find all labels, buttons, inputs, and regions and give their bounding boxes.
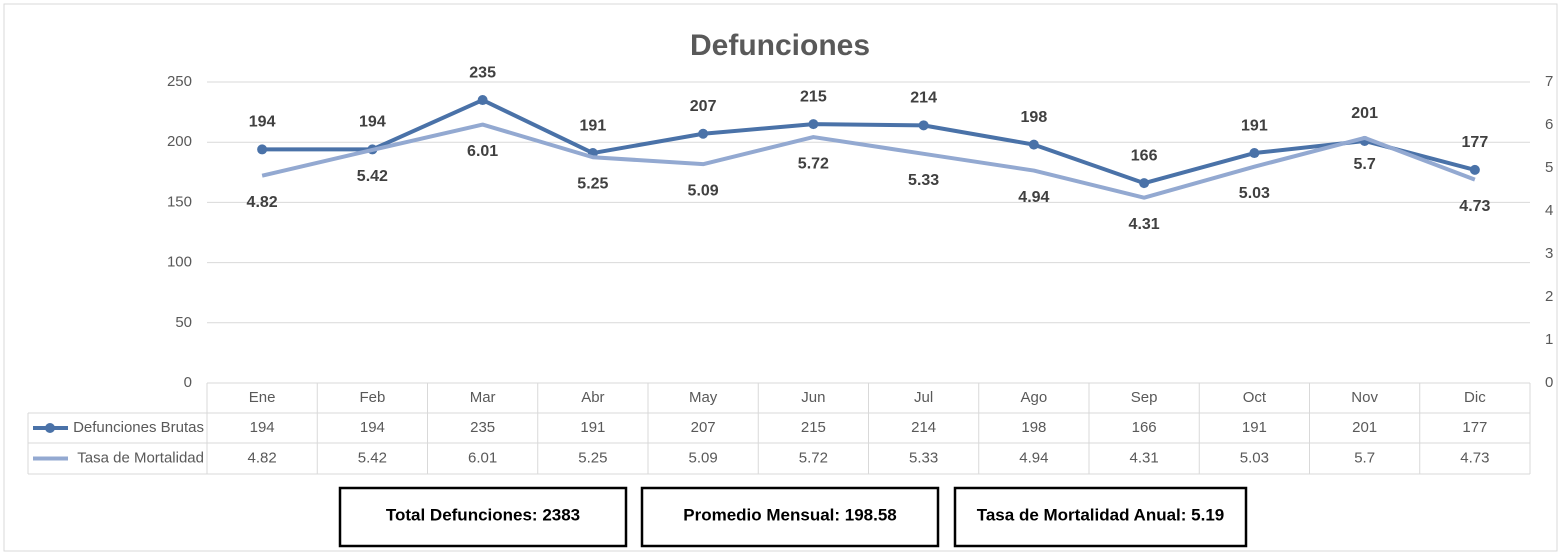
x-tick-label: Feb [359,389,385,406]
table-cell: 4.82 [248,449,277,466]
table-cell: 6.01 [468,449,497,466]
data-label: 4.94 [1018,189,1049,206]
table-cell: 5.7 [1354,449,1375,466]
table-cell: 4.73 [1460,449,1489,466]
y2-tick-label: 5 [1545,159,1553,176]
y-tick-label: 50 [175,314,192,331]
data-label: 6.01 [467,143,498,160]
table-cell: 5.09 [689,449,718,466]
table-cell: 5.25 [578,449,607,466]
data-label: 198 [1021,109,1048,126]
table-cell: 4.94 [1019,449,1048,466]
table-cell: 191 [1242,419,1267,436]
x-tick-label: Ago [1021,389,1048,406]
data-label: 214 [910,90,937,107]
data-label: 5.25 [577,175,608,192]
data-label: 177 [1462,134,1489,151]
x-tick-label: Nov [1351,389,1378,406]
table-cell: 214 [911,419,936,436]
y2-tick-label: 2 [1545,288,1553,305]
x-tick-label: Oct [1243,389,1267,406]
x-tick-label: Abr [581,389,604,406]
data-label: 215 [800,88,827,105]
chart-border [3,3,1558,552]
chart-title: Defunciones [690,29,870,62]
y-tick-label: 100 [167,254,192,271]
marker [808,119,819,130]
data-label: 207 [690,98,717,115]
data-label: 191 [580,117,607,134]
data-label: 5.42 [357,168,388,185]
marker [477,95,488,106]
y2-tick-label: 1 [1545,331,1553,348]
marker [1139,178,1150,189]
data-label: 5.7 [1354,156,1376,173]
table-cell: 5.42 [358,449,387,466]
table-cell: 5.03 [1240,449,1269,466]
marker [1249,148,1260,159]
summary-box [953,486,1248,548]
marker [918,120,929,131]
data-label: 4.82 [247,194,278,211]
table-cell: 177 [1462,419,1487,436]
summary-box [338,486,628,548]
data-label: 194 [359,114,386,131]
y2-tick-label: 3 [1545,245,1553,262]
x-tick-label: Jun [801,389,825,406]
data-label: 4.73 [1459,198,1490,215]
data-label: 194 [249,114,276,131]
table-cell: 201 [1352,419,1377,436]
data-label: 5.72 [798,155,829,172]
y2-tick-label: 6 [1545,116,1553,133]
marker [1028,139,1039,150]
legend-marker [45,423,55,433]
data-label: 191 [1241,117,1268,134]
table-cell: 207 [691,419,716,436]
series-line [262,98,1476,186]
data-label: 5.03 [1239,185,1270,202]
table-cell: 166 [1132,419,1157,436]
series-line [261,122,1476,200]
table-cell: 235 [470,419,495,436]
table-cell: 4.31 [1130,449,1159,466]
legend-label: Defunciones Brutas [73,419,204,436]
y-tick-label: 200 [167,133,192,150]
x-tick-label: Jul [914,389,933,406]
data-label: 5.09 [688,182,719,199]
x-tick-label: May [689,389,718,406]
table-cell: 194 [250,419,275,436]
marker [1469,164,1480,175]
y2-tick-label: 0 [1545,374,1553,391]
table-cell: 198 [1021,419,1046,436]
x-tick-label: Mar [470,389,496,406]
summary-text: Tasa de Mortalidad Anual: 5.19 [977,505,1225,524]
summary-box [640,486,940,548]
x-tick-label: Dic [1464,389,1486,406]
table-cell: 194 [360,419,385,436]
x-tick-label: Ene [249,389,276,406]
data-label: 166 [1131,147,1158,164]
y2-tick-label: 4 [1545,202,1553,219]
table-cell: 5.72 [799,449,828,466]
table-cell: 191 [580,419,605,436]
y-tick-label: 250 [167,73,192,90]
marker [698,128,709,139]
table-cell: 215 [801,419,826,436]
legend-label: Tasa de Mortalidad [77,449,204,466]
data-label: 201 [1351,105,1378,122]
data-label: 5.33 [908,172,939,189]
table-cell: 5.33 [909,449,938,466]
data-label: 235 [469,64,496,81]
x-tick-label: Sep [1131,389,1158,406]
y2-tick-label: 7 [1545,73,1553,90]
y-tick-label: 150 [167,193,192,210]
summary-text: Promedio Mensual: 198.58 [683,505,897,524]
marker [257,144,268,155]
data-label: 4.31 [1129,216,1160,233]
y-tick-label: 0 [184,374,192,391]
summary-text: Total Defunciones: 2383 [386,505,580,524]
